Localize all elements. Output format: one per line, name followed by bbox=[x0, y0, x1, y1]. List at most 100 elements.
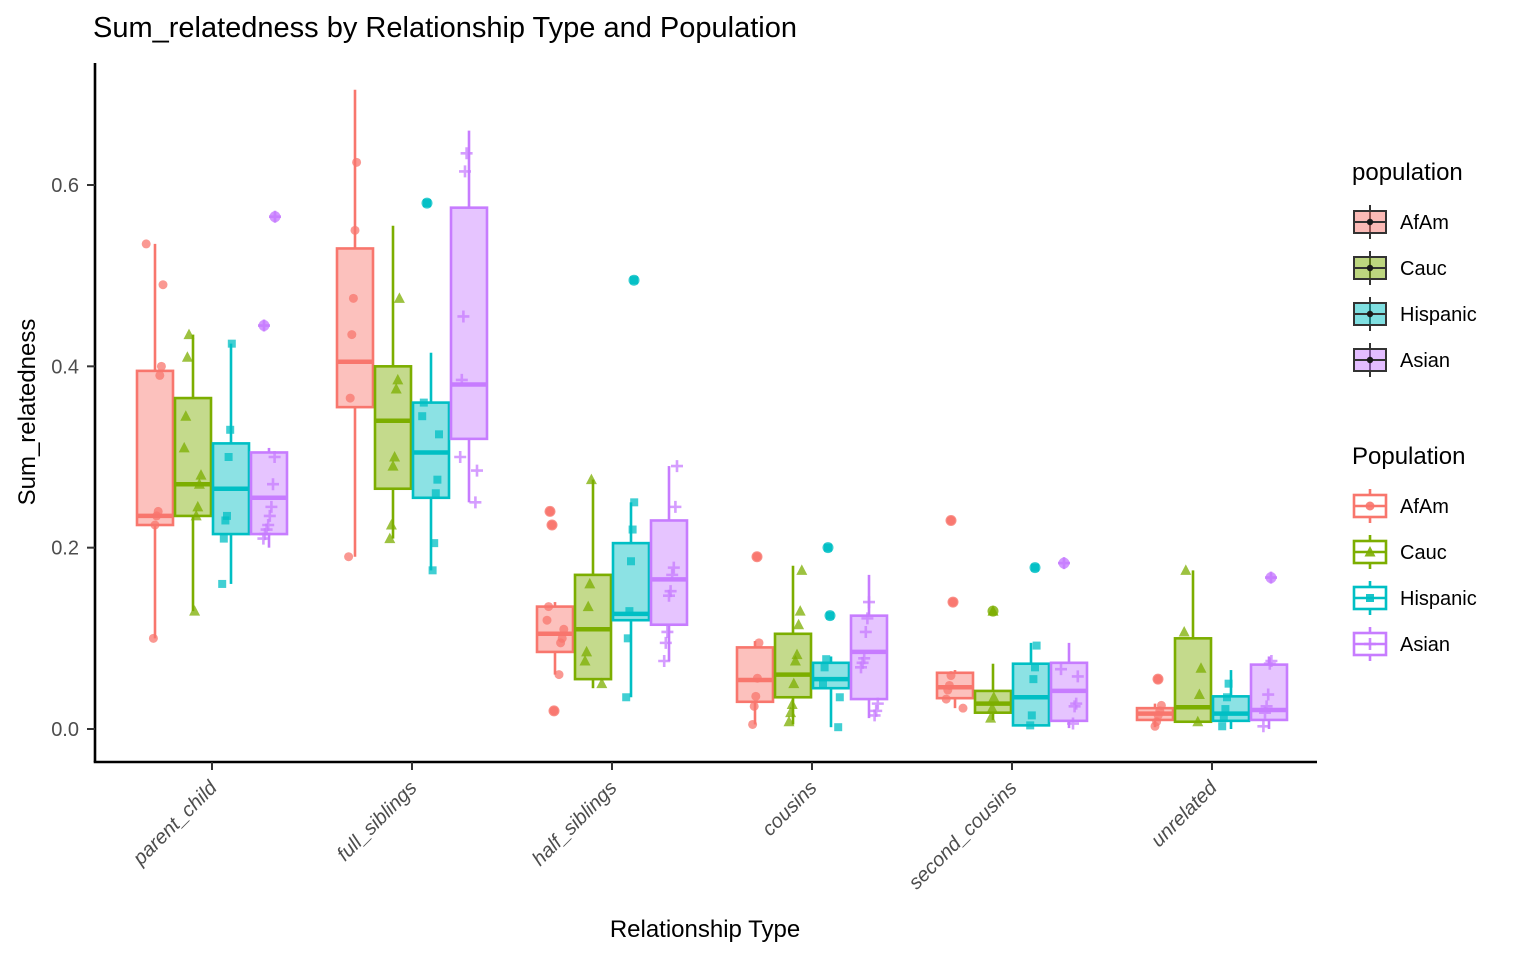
jitter-point bbox=[1193, 688, 1205, 700]
box bbox=[135, 369, 175, 527]
jitter-point bbox=[348, 293, 358, 303]
jitter-point bbox=[257, 532, 270, 545]
legend-shape-icon bbox=[1364, 638, 1376, 650]
jitter-point bbox=[868, 709, 881, 722]
jitter-point bbox=[1032, 641, 1041, 650]
jitter-point bbox=[661, 625, 674, 638]
jitter-point bbox=[392, 373, 404, 385]
jitter-point bbox=[783, 715, 795, 727]
jitter-point bbox=[352, 157, 362, 167]
x-tick-label: second_cousins bbox=[905, 777, 1022, 894]
x-tick-label: half_siblings bbox=[528, 777, 621, 870]
jitter-point bbox=[1067, 717, 1079, 730]
jitter-point bbox=[156, 361, 166, 371]
jitter-point bbox=[435, 430, 443, 439]
jitter-point bbox=[579, 654, 591, 666]
jitter-point bbox=[384, 532, 396, 544]
jitter-point bbox=[871, 697, 884, 710]
jitter-point bbox=[1223, 693, 1231, 702]
jitter-point bbox=[226, 425, 235, 434]
jitter-point bbox=[431, 489, 440, 498]
x-tick-label: unrelated bbox=[1147, 776, 1222, 851]
outlier-marker bbox=[752, 552, 762, 562]
jitter-point bbox=[658, 655, 671, 667]
jitter-point bbox=[1218, 722, 1227, 731]
jitter-point bbox=[544, 602, 554, 612]
jitter-point bbox=[596, 677, 608, 689]
x-tick-label: parent_child bbox=[128, 776, 222, 870]
jitter-point bbox=[1262, 688, 1275, 701]
jitter-point bbox=[1026, 721, 1035, 730]
outlier-marker bbox=[630, 276, 638, 285]
jitter-point bbox=[1068, 700, 1081, 713]
jitter-point bbox=[623, 634, 632, 643]
jitter-point bbox=[754, 638, 764, 648]
x-tick-label: full_siblings bbox=[333, 777, 422, 866]
jitter-point bbox=[263, 509, 276, 522]
jitter-point bbox=[141, 239, 151, 249]
jitter-point bbox=[419, 398, 428, 407]
jitter-point bbox=[663, 589, 675, 602]
jitter-point bbox=[859, 625, 872, 638]
jitter-point bbox=[385, 518, 397, 530]
jitter-point bbox=[150, 520, 160, 530]
jitter-point bbox=[863, 596, 875, 609]
jitter-point bbox=[820, 663, 829, 672]
jitter-point bbox=[418, 412, 427, 421]
jitter-point bbox=[1029, 675, 1038, 684]
jitter-point bbox=[819, 679, 827, 688]
jitter-point bbox=[148, 633, 158, 643]
jitter-point bbox=[193, 478, 205, 489]
jitter-point bbox=[265, 500, 278, 513]
jitter-point bbox=[585, 473, 597, 485]
legend-point-icon bbox=[1366, 218, 1374, 226]
jitter-point bbox=[1031, 663, 1039, 672]
outlier-marker bbox=[258, 319, 270, 332]
jitter-point bbox=[1027, 711, 1036, 720]
jitter-point bbox=[433, 475, 442, 484]
legend-title: population bbox=[1352, 159, 1463, 186]
jitter-point bbox=[1055, 663, 1067, 676]
jitter-point bbox=[630, 498, 639, 507]
jitter-point bbox=[1150, 721, 1160, 731]
outlier-marker bbox=[1031, 563, 1039, 572]
jitter-point bbox=[1257, 720, 1270, 733]
jitter-point bbox=[1195, 662, 1207, 673]
jitter-point bbox=[559, 624, 569, 634]
outlier-marker bbox=[987, 605, 999, 616]
chart-title: Sum_relatedness by Relationship Type and… bbox=[93, 12, 797, 44]
jitter-point bbox=[822, 655, 831, 664]
legend-item-label: AfAm bbox=[1400, 496, 1449, 518]
legend-title: Population bbox=[1352, 443, 1465, 470]
y-tick-label: 0.6 bbox=[51, 175, 79, 197]
jitter-point bbox=[267, 478, 279, 491]
jitter-point bbox=[180, 410, 192, 421]
box bbox=[811, 661, 851, 690]
jitter-point bbox=[455, 373, 468, 386]
jitter-point bbox=[223, 511, 231, 520]
jitter-point bbox=[834, 723, 843, 732]
jitter-point bbox=[556, 638, 566, 648]
jitter-point bbox=[794, 605, 806, 616]
jitter-point bbox=[268, 450, 281, 463]
jitter-point bbox=[454, 450, 467, 463]
jitter-point bbox=[158, 280, 168, 290]
jitter-point bbox=[469, 496, 482, 509]
jitter-point bbox=[789, 654, 801, 666]
jitter-point bbox=[1192, 715, 1204, 727]
y-tick-label: 0.4 bbox=[51, 356, 79, 378]
jitter-point bbox=[749, 701, 759, 711]
jitter-point bbox=[793, 618, 805, 630]
box bbox=[335, 247, 375, 409]
legend-item-label: Asian bbox=[1400, 634, 1450, 656]
jitter-point bbox=[387, 460, 399, 471]
jitter-point bbox=[785, 706, 797, 718]
jitter-point bbox=[181, 351, 193, 362]
jitter-point bbox=[428, 566, 437, 575]
jitter-point bbox=[988, 691, 1000, 702]
jitter-point bbox=[628, 525, 637, 534]
jitter-point bbox=[835, 693, 844, 702]
jitter-point bbox=[941, 694, 951, 704]
